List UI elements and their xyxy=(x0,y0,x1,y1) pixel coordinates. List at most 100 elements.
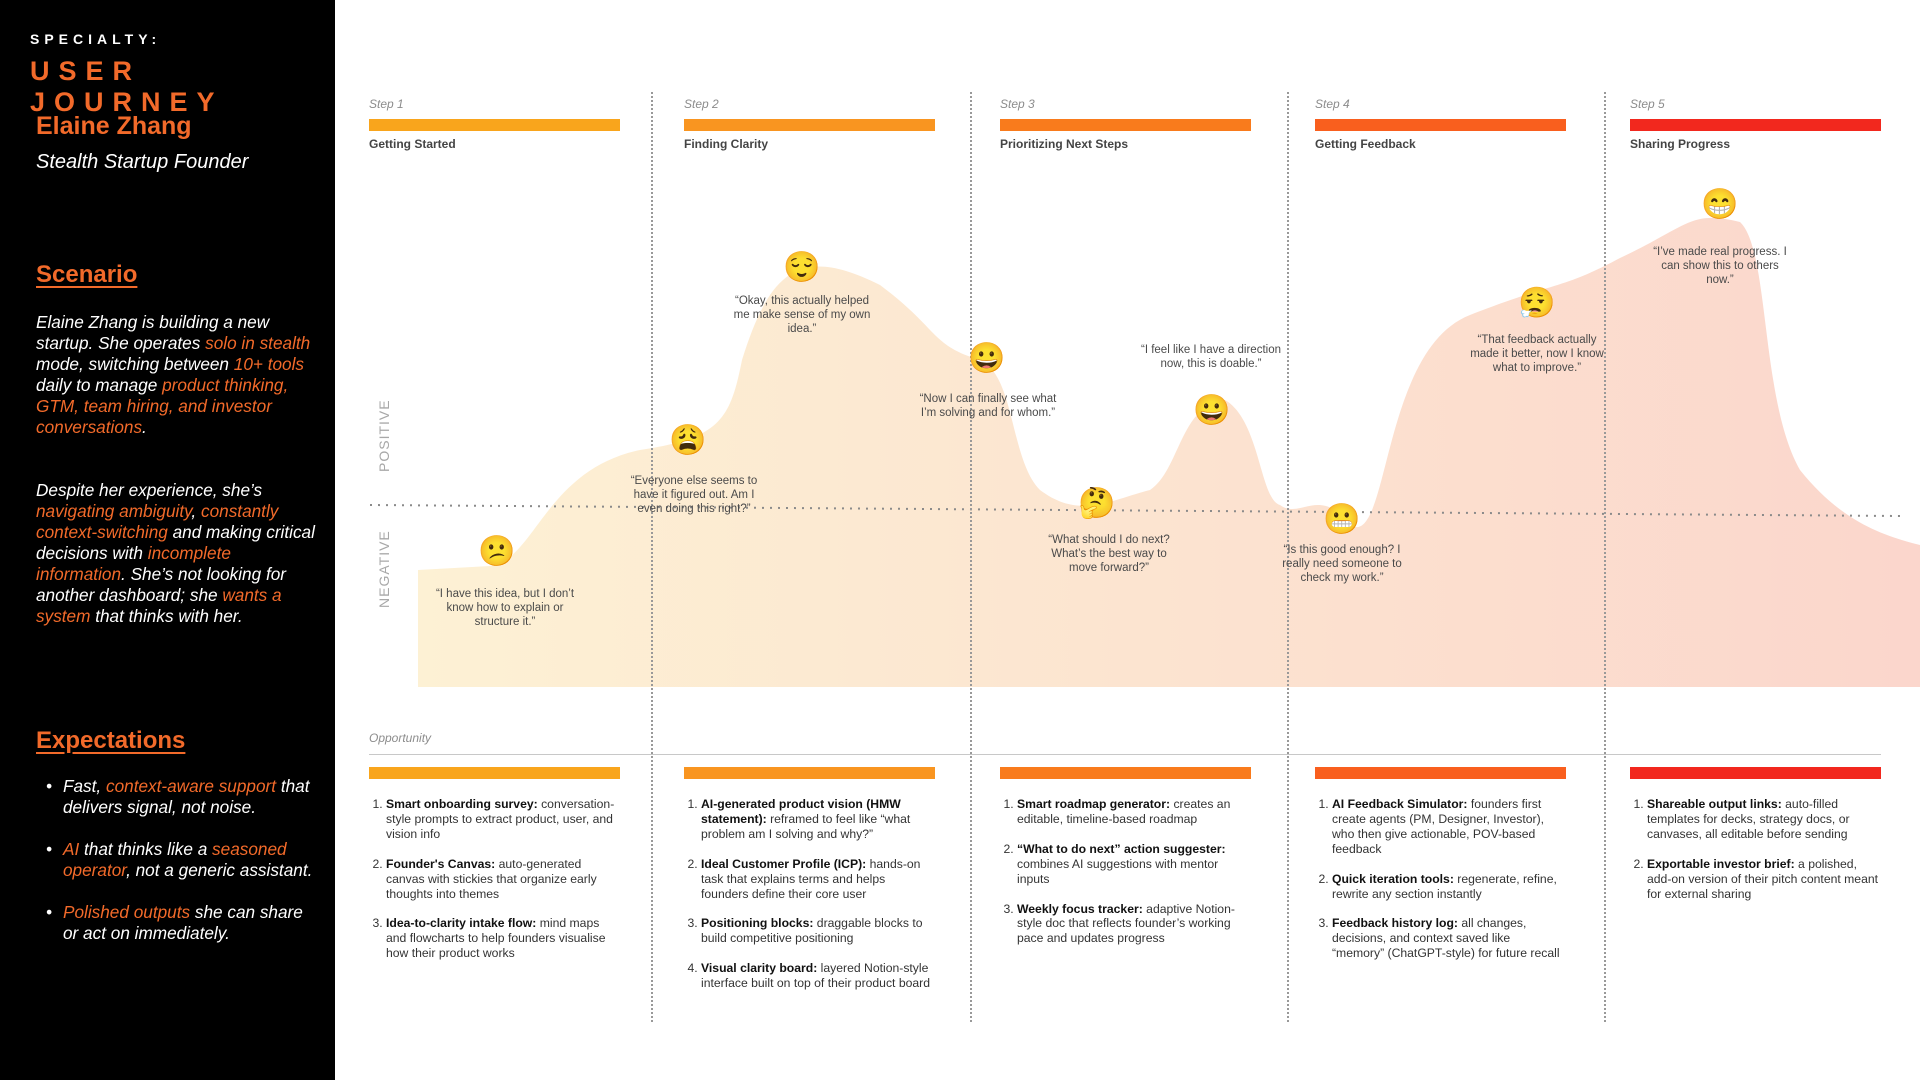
opportunity-item: Feedback history log: all changes, decis… xyxy=(1332,916,1565,961)
step-divider xyxy=(1604,92,1606,1022)
emotion-relieved-emoji: 😌 xyxy=(783,251,821,284)
opportunity-bar-4 xyxy=(1315,767,1566,779)
emotion-quote: “That feedback actually made it better, … xyxy=(1470,334,1604,374)
opportunity-item: AI Feedback Simulator: founders first cr… xyxy=(1332,797,1565,857)
opportunity-description: mind maps and flowcharts to help founder… xyxy=(386,916,606,961)
body-text: she can share or act on immediately. xyxy=(63,902,303,943)
opportunity-bar-3 xyxy=(1000,767,1251,779)
opportunity-title: Ideal Customer Profile (ICP): xyxy=(701,856,867,871)
step-1-name: Getting Started xyxy=(369,137,456,151)
persona-name: Elaine Zhang xyxy=(36,112,192,140)
expectation-item: • AI that thinks like a seasoned operator… xyxy=(46,839,313,880)
opportunity-title: Smart roadmap generator: xyxy=(1017,797,1171,811)
step-2-bar xyxy=(684,119,935,131)
opportunity-item: Visual clarity board: layered Notion-sty… xyxy=(701,961,934,991)
opportunity-description: regenerate, refine, rewrite any section … xyxy=(1332,871,1557,901)
body-text: that thinks with her. xyxy=(90,606,243,626)
opportunity-list-step-5: Shareable output links: auto-filled temp… xyxy=(1630,797,1880,916)
emotion-beaming-emoji: 😁 xyxy=(1701,188,1739,221)
expectation-item: • Fast, context-aware support that delive… xyxy=(46,776,310,817)
highlight-text: context-aware support xyxy=(105,776,277,796)
opportunity-description: reframed to feel like “what problem am I… xyxy=(701,811,911,841)
step-divider xyxy=(1287,92,1289,1022)
opportunity-item: Positioning blocks: draggable blocks to … xyxy=(701,916,934,946)
scenario-paragraph-2: Despite her experience, she’s navigating… xyxy=(36,480,316,627)
emotion-grinning-emoji: 😀 xyxy=(968,342,1006,375)
body-text: Fast, xyxy=(63,776,106,796)
emotion-grimacing-emoji: 😬 xyxy=(1323,503,1361,536)
opportunity-item: Ideal Customer Profile (ICP): hands-on t… xyxy=(701,857,934,902)
axis-positive-label: POSITIVE xyxy=(376,399,392,472)
opportunity-description: creates an editable, timeline-based road… xyxy=(1017,797,1231,826)
body-text: mode, switching between xyxy=(36,354,234,374)
opportunity-description: founders first create agents (PM, Design… xyxy=(1332,797,1545,856)
step-5-name: Sharing Progress xyxy=(1630,137,1731,151)
persona-role: Stealth Startup Founder xyxy=(36,151,249,173)
opportunity-title: Shareable output links: xyxy=(1647,797,1782,811)
opportunity-title: Visual clarity board: xyxy=(701,961,818,976)
opportunity-description: auto-generated canvas with stickies that… xyxy=(386,856,597,901)
opportunity-item: “What to do next” action suggester: comb… xyxy=(1017,842,1250,887)
opportunity-label: Opportunity xyxy=(369,731,432,745)
highlight-text: seasoned operator xyxy=(63,839,287,880)
opportunity-list-step-4: AI Feedback Simulator: founders first cr… xyxy=(1315,797,1565,976)
opportunity-item: Shareable output links: auto-filled temp… xyxy=(1647,797,1880,842)
opportunity-bar-2 xyxy=(684,767,935,779)
opportunity-description: adaptive Notion-style doc that reflects … xyxy=(1017,901,1235,946)
opportunity-title: Founder's Canvas: xyxy=(386,856,496,871)
step-1-label: Step 1 xyxy=(369,97,404,111)
opportunity-title: “What to do next” action suggester: xyxy=(1017,841,1226,856)
opportunity-description: a polished, add-on version of their pitc… xyxy=(1647,856,1879,901)
opportunity-list-step-3: Smart roadmap generator: creates an edit… xyxy=(1000,797,1250,961)
highlight-text: wants a system xyxy=(36,585,282,626)
axis-negative-label: NEGATIVE xyxy=(376,530,392,608)
opportunity-description: combines AI suggestions with mentor inpu… xyxy=(1017,856,1219,886)
step-5-bar xyxy=(1630,119,1881,131)
emotion-quote: “I feel like I have a direction now, thi… xyxy=(1141,344,1281,370)
emotion-quote: “I have this idea, but I don’t know how … xyxy=(435,588,575,628)
emotion-confused-emoji: 😕 xyxy=(478,535,516,568)
highlight-text: solo in stealth xyxy=(205,333,311,353)
opportunity-item: Smart onboarding survey: conversation-st… xyxy=(386,797,619,842)
body-text: , xyxy=(191,501,201,521)
opportunity-description: layered Notion-style interface built on … xyxy=(701,961,930,991)
opportunity-description: conversation-style prompts to extract pr… xyxy=(386,797,615,841)
opportunity-description: all changes, decisions, and context save… xyxy=(1332,916,1560,961)
highlight-text: constantly context-switching xyxy=(36,501,279,542)
body-text: . xyxy=(142,417,147,437)
highlight-text: AI xyxy=(63,839,80,859)
opportunity-item: Idea-to-clarity intake flow: mind maps a… xyxy=(386,916,619,961)
sidebar: SPECIALTY: USER JOURNEY Elaine Zhang Ste… xyxy=(0,0,335,1080)
step-divider xyxy=(970,92,972,1022)
highlight-text: 10+ tools xyxy=(233,354,305,374)
opportunity-title: Exportable investor brief: xyxy=(1647,856,1795,871)
opportunity-item: Smart roadmap generator: creates an edit… xyxy=(1017,797,1250,827)
opportunity-item: Founder's Canvas: auto-generated canvas … xyxy=(386,857,619,902)
highlight-text: Polished outputs xyxy=(63,902,191,922)
body-text: daily to manage xyxy=(36,375,163,395)
step-2-name: Finding Clarity xyxy=(684,137,768,151)
emotion-quote: “Everyone else seems to have it figured … xyxy=(630,475,758,515)
highlight-text: navigating ambiguity xyxy=(36,501,192,521)
highlight-text: incomplete information xyxy=(36,543,231,584)
opportunity-item: AI-generated product vision (HMW stateme… xyxy=(701,797,934,842)
body-text: Elaine Zhang is building a new startup. … xyxy=(36,312,270,353)
opportunity-bar-1 xyxy=(369,767,620,779)
emotion-quote: “Is this good enough? I really need some… xyxy=(1282,544,1402,584)
opportunity-item: Quick iteration tools: regenerate, refin… xyxy=(1332,872,1565,902)
body-text: , not a generic assistant. xyxy=(126,860,313,880)
body-text: that delivers signal, not noise. xyxy=(63,776,310,817)
kicker: SPECIALTY: xyxy=(30,31,162,47)
emotion-quote: “I’ve made real progress. I can show thi… xyxy=(1653,246,1787,286)
opportunity-title: Positioning blocks: xyxy=(701,916,814,931)
expectations-heading: Expectations xyxy=(36,727,186,754)
opportunity-title: Idea-to-clarity intake flow: xyxy=(386,916,537,931)
scenario-paragraph-1: Elaine Zhang is building a new startup. … xyxy=(36,312,316,438)
emotion-quote: “Now I can finally see what I’m solving … xyxy=(919,393,1057,419)
step-1-bar xyxy=(369,119,620,131)
opportunity-description: hands-on task that explains terms and he… xyxy=(701,856,921,901)
emotion-grinning-emoji: 😀 xyxy=(1193,394,1231,427)
opportunity-description: draggable blocks to build competitive po… xyxy=(701,916,923,946)
step-3-bar xyxy=(1000,119,1251,131)
